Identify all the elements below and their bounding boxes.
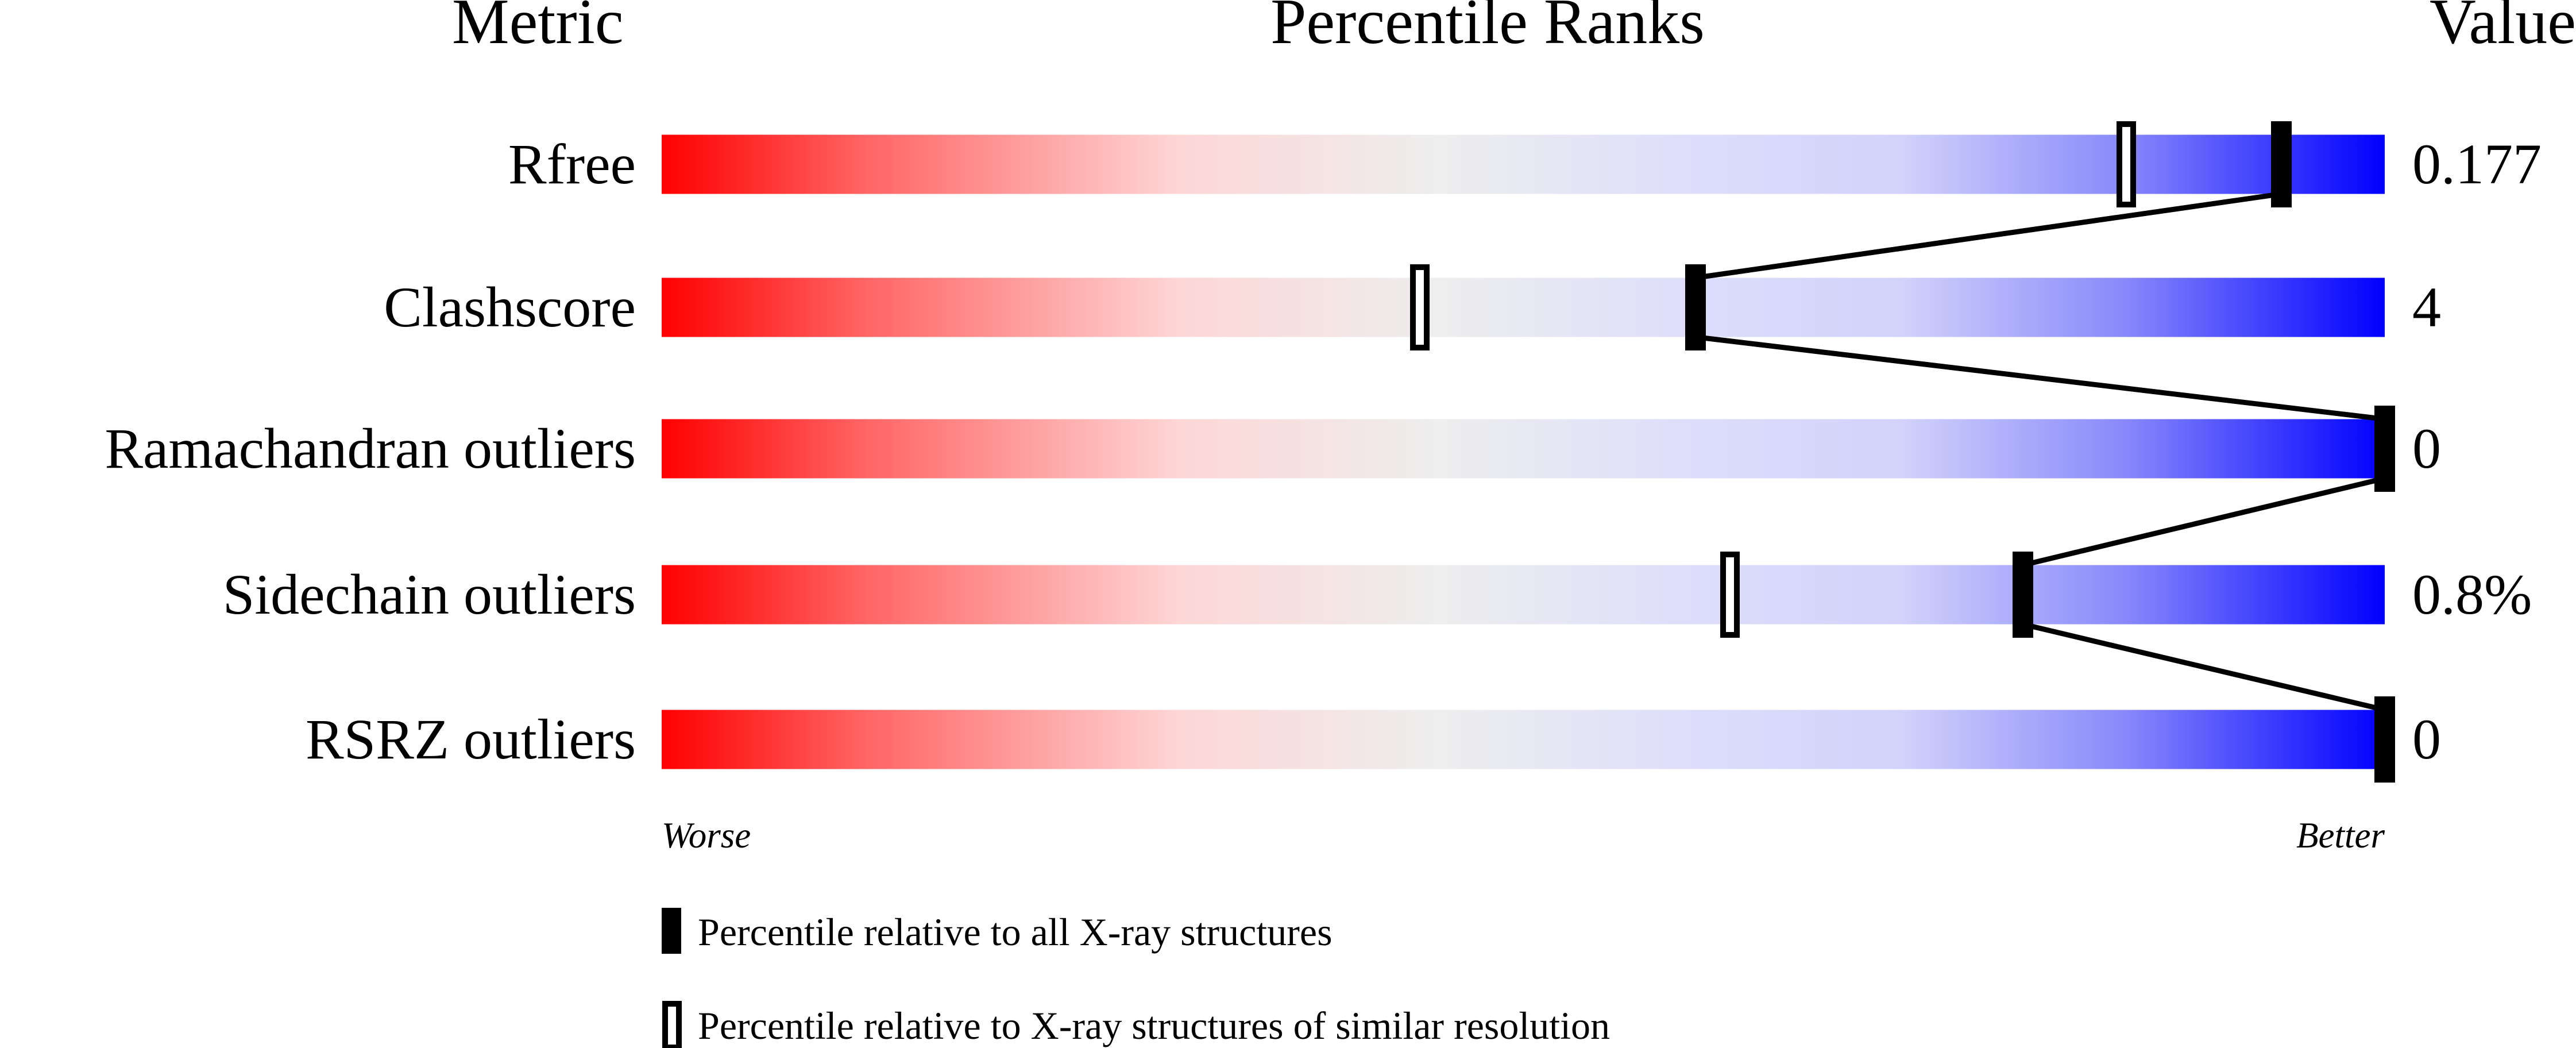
percentile-bar: [662, 134, 2385, 194]
percentile-all-marker: [2374, 406, 2395, 492]
connector-segment: [2022, 476, 2386, 568]
percentile-all-marker: [2374, 696, 2395, 783]
connector-segment: [1695, 334, 2385, 422]
axis-label-better: Better: [2296, 815, 2385, 856]
header-percentile-ranks: Percentile Ranks: [1270, 0, 1705, 57]
metric-rows: Rfree 0.177 Clashscore 4 Ramachandran outlie…: [105, 132, 2542, 771]
percentile-similar-marker: [1720, 552, 1740, 638]
legend-label-all: Percentile relative to all X-ray structu…: [698, 910, 1333, 954]
connector-segment: [2022, 622, 2386, 712]
percentile-bar: [662, 710, 2385, 769]
metric-value: 4: [2412, 275, 2441, 339]
metric-value: 0.8%: [2412, 562, 2532, 626]
header-metric: Metric: [452, 0, 624, 57]
percentile-all-marker: [2271, 121, 2292, 207]
metric-label: Clashscore: [384, 275, 636, 339]
legend-label-similar: Percentile relative to X-ray structures …: [698, 1004, 1610, 1047]
legend-open-marker-icon: [662, 1001, 682, 1048]
metric-value: 0: [2412, 707, 2441, 771]
metric-value: 0.177: [2412, 132, 2542, 196]
percentile-all-marker: [2013, 552, 2033, 638]
metric-label: RSRZ outliers: [306, 707, 636, 771]
percentile-bar: [662, 565, 2385, 625]
metric-value: 0: [2412, 417, 2441, 480]
metric-label: Ramachandran outliers: [105, 417, 636, 480]
percentile-bar: [662, 419, 2385, 479]
axis-label-worse: Worse: [662, 815, 751, 856]
percentile-bar: [662, 278, 2385, 337]
connector-segment: [1695, 191, 2282, 280]
percentile-similar-marker: [1410, 264, 1430, 350]
connector-line: [1695, 191, 2386, 712]
metric-label: Sidechain outliers: [223, 562, 636, 626]
header-value: Value: [2430, 0, 2576, 57]
metric-label: Rfree: [508, 132, 636, 196]
percentile-similar-marker: [2117, 121, 2136, 207]
markers: [1410, 121, 2395, 783]
legend-filled-marker-icon: [662, 908, 681, 954]
percentile-all-marker: [1685, 264, 1706, 350]
